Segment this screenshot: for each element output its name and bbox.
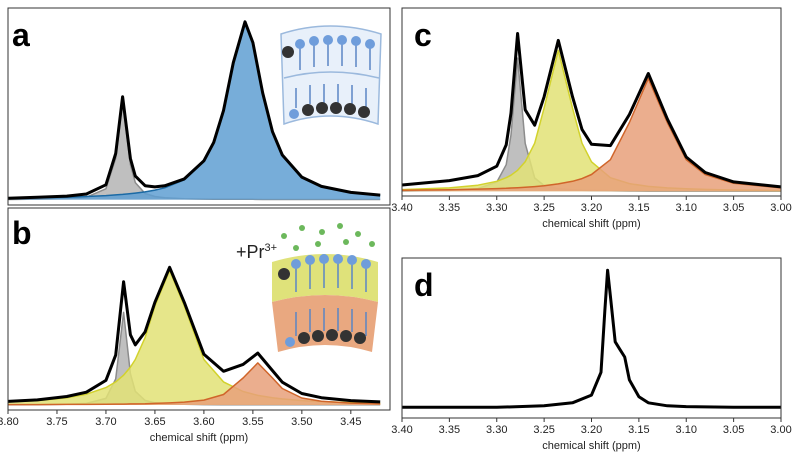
x-tick-label: 3.20 xyxy=(581,202,602,214)
plot-frame xyxy=(401,7,782,197)
x-tick-label: 3.40 xyxy=(391,424,412,436)
lipid-tails xyxy=(295,261,367,336)
annotation: +Pr3+ xyxy=(236,242,277,262)
panel-label: a xyxy=(12,17,30,53)
x-tick-label: 3.00 xyxy=(770,202,791,214)
x-tick-label: 3.25 xyxy=(533,202,554,214)
panel-label: c xyxy=(414,17,432,53)
peak-outline xyxy=(8,362,381,406)
x-tick-label: 3.30 xyxy=(486,202,507,214)
plot-frame xyxy=(7,7,391,206)
x-tick-label: 3.30 xyxy=(486,424,507,436)
x-tick-label: 3.15 xyxy=(628,202,649,214)
plot-frame xyxy=(7,207,391,411)
x-tick-label: 3.05 xyxy=(723,202,744,214)
headgroups xyxy=(285,254,371,347)
x-tick-label: 3.55 xyxy=(242,416,263,428)
lipid-tails xyxy=(295,42,371,108)
spectrum-line xyxy=(7,20,381,200)
x-tick-label: 3.10 xyxy=(676,424,697,436)
x-tick-label: 3.60 xyxy=(193,416,214,428)
headgroups xyxy=(289,35,375,119)
x-tick-label: 3.75 xyxy=(46,416,67,428)
panel-label: d xyxy=(414,267,434,303)
x-tick-label: 3.35 xyxy=(439,202,460,214)
x-tick-label: 3.65 xyxy=(144,416,165,428)
x-tick-label: 3.80 xyxy=(0,416,19,428)
spectrum-line xyxy=(401,32,782,189)
spectrum-line xyxy=(7,265,381,404)
x-axis-label: chemical shift (ppm) xyxy=(150,432,248,444)
x-tick-label: 3.40 xyxy=(391,202,412,214)
spectrum-line xyxy=(402,268,781,409)
x-axis-label: chemical shift (ppm) xyxy=(542,440,640,452)
x-tick-label: 3.25 xyxy=(533,424,554,436)
annotation-text: +Pr xyxy=(236,242,265,262)
x-axis-label: chemical shift (ppm) xyxy=(542,218,640,230)
x-tick-label: 3.00 xyxy=(770,424,791,436)
dark-headgroups xyxy=(278,268,366,344)
peak-area xyxy=(402,78,781,192)
insets: +Pr3+ xyxy=(236,25,382,352)
panel-label: b xyxy=(12,215,32,251)
peak-area xyxy=(8,270,381,405)
peak-area xyxy=(402,50,781,192)
x-tick-label: 3.35 xyxy=(439,424,460,436)
x-tick-label: 3.05 xyxy=(723,424,744,436)
plot-frame xyxy=(401,257,782,419)
x-tick-label: 3.45 xyxy=(340,416,361,428)
x-tick-label: 3.20 xyxy=(581,424,602,436)
inset-b: +Pr3+ xyxy=(236,223,378,352)
ions xyxy=(281,223,375,251)
x-tick-label: 3.70 xyxy=(95,416,116,428)
peak-area xyxy=(8,362,381,405)
x-tick-label: 3.15 xyxy=(628,424,649,436)
x-tick-label: 3.50 xyxy=(291,416,312,428)
annotation-superscript: 3+ xyxy=(265,242,278,254)
x-tick-label: 3.10 xyxy=(676,202,697,214)
inset-a xyxy=(280,25,382,126)
dark-headgroups xyxy=(282,46,370,118)
membrane-midline xyxy=(283,71,380,79)
